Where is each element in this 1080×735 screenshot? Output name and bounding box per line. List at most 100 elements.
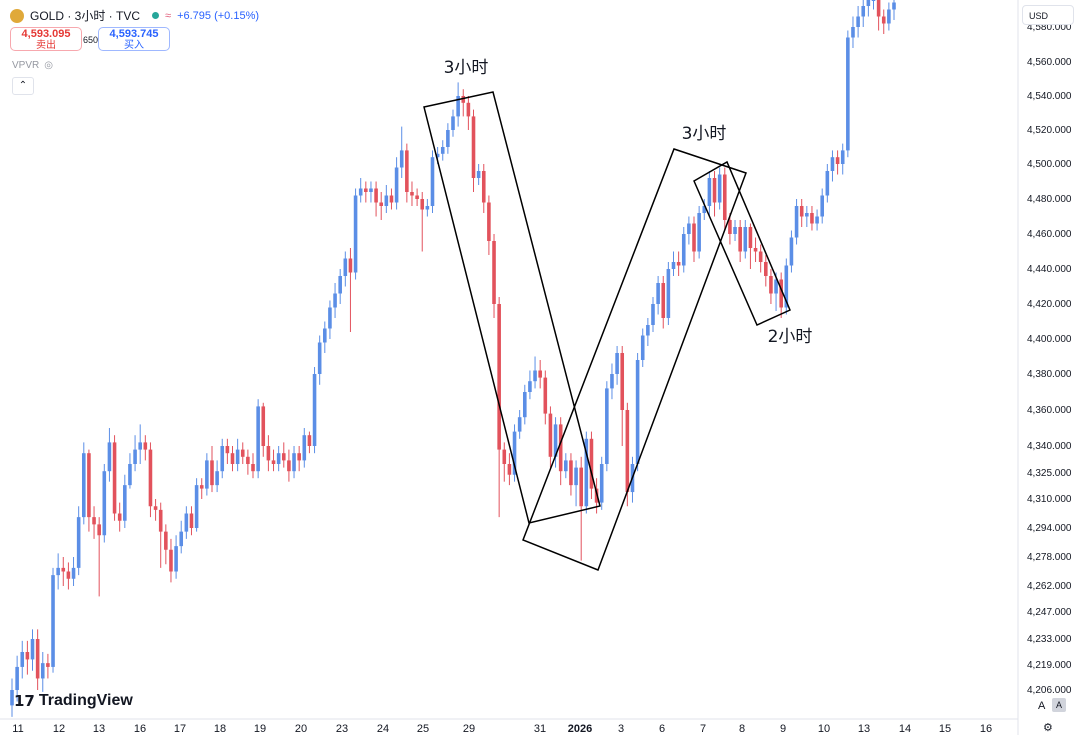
candle-body	[456, 96, 460, 117]
candle	[881, 9, 886, 34]
candle-body	[420, 199, 425, 210]
candle-body	[128, 464, 132, 486]
annotation-box[interactable]	[693, 160, 791, 326]
candle-body	[476, 171, 481, 178]
candle-body	[348, 258, 353, 273]
candle-body	[620, 353, 625, 410]
candle-body	[820, 195, 825, 217]
collapse-legend-button[interactable]: ⌃	[12, 77, 34, 95]
candle	[522, 384, 527, 425]
candle	[138, 424, 142, 464]
candle-body	[153, 506, 158, 510]
candle	[235, 438, 240, 472]
candle-body	[184, 513, 189, 532]
candle-body	[712, 178, 717, 203]
candle	[738, 220, 742, 262]
candle-body	[728, 220, 732, 234]
candle-body	[312, 374, 317, 446]
sell-button[interactable]: 4,593.095 卖出	[10, 27, 82, 51]
candle-body	[266, 446, 271, 461]
candle	[164, 524, 168, 565]
price-axis[interactable]: 4,580.000 4,560.000 4,540.000 4,520.000 4,50…	[1017, 0, 1080, 735]
candle	[769, 269, 773, 304]
candle	[40, 652, 45, 692]
price-tick-label: 4,325.000	[1027, 468, 1072, 479]
time-tick-label: 13	[93, 723, 105, 735]
candle	[646, 318, 650, 346]
symbol-title[interactable]: GOLD · 3小时 · TVC	[30, 9, 141, 23]
candle	[681, 227, 686, 273]
gear-icon[interactable]: ⚙	[1043, 722, 1053, 734]
candle	[589, 431, 594, 499]
annotation-box[interactable]	[423, 91, 601, 524]
candle	[779, 272, 783, 318]
candle-body	[738, 227, 742, 252]
candle	[374, 181, 378, 217]
candle-body	[81, 453, 86, 518]
candle	[405, 143, 409, 203]
candle	[733, 220, 737, 241]
candle	[758, 244, 763, 273]
candle-body	[158, 509, 163, 532]
auto-scale-button[interactable]: A	[1038, 700, 1046, 712]
eye-off-icon[interactable]: ◎	[44, 60, 53, 71]
candle	[205, 453, 209, 496]
candle-body	[97, 524, 101, 536]
candle-body	[471, 116, 476, 178]
buy-button[interactable]: 4,593.745 买入	[98, 27, 170, 51]
time-tick-label: 31	[534, 723, 546, 735]
candle-body	[276, 453, 281, 464]
candle-body	[625, 410, 630, 493]
candle	[794, 199, 799, 245]
candle-body	[369, 188, 373, 192]
candle	[389, 188, 394, 210]
candle	[225, 438, 230, 464]
candle-body	[676, 262, 681, 266]
indicator-legend[interactable]: VPVR ◎	[12, 60, 53, 71]
candle-body	[538, 370, 542, 378]
log-scale-button[interactable]: A	[1052, 698, 1066, 712]
tradingview-logo[interactable]: 𝟭𝟳 TradingView	[14, 692, 133, 710]
candle	[81, 442, 86, 525]
time-tick-label: 6	[659, 723, 665, 735]
candle-body	[256, 406, 260, 472]
candle	[661, 276, 666, 329]
candle	[353, 188, 358, 280]
candle-body	[692, 223, 696, 252]
candle	[384, 185, 389, 213]
candle	[189, 506, 194, 536]
candle	[815, 209, 819, 231]
candle-body	[764, 262, 768, 276]
candle	[133, 435, 137, 472]
time-axis[interactable]: 11 12 13 16 17 18 19 20 23 24 25 29 31 2026 3 6 7 8 9 10 13 1…	[0, 718, 1018, 735]
currency-selector[interactable]: USD	[1022, 5, 1074, 25]
candle-body	[687, 223, 691, 234]
sell-price: 4,593.095	[21, 28, 71, 40]
time-tick-label: 19	[254, 723, 266, 735]
candle	[199, 478, 204, 499]
candle-body	[846, 37, 850, 151]
candle	[492, 234, 496, 318]
candle	[825, 164, 830, 203]
annotation-box[interactable]	[522, 148, 747, 571]
candle	[312, 367, 317, 454]
candle-body	[123, 485, 127, 521]
candle	[574, 460, 578, 507]
candle	[748, 223, 753, 269]
candle	[605, 381, 609, 472]
candle-body	[117, 513, 122, 521]
candle	[615, 346, 619, 385]
candle	[666, 262, 671, 325]
candle	[625, 402, 630, 507]
market-open-icon	[152, 12, 160, 19]
candle	[292, 446, 296, 479]
candle	[364, 181, 368, 203]
candle	[743, 220, 748, 259]
time-tick-label: 8	[739, 723, 745, 735]
candle	[451, 109, 455, 137]
candle-body	[46, 663, 50, 667]
tradingview-mark-icon: 𝟭𝟳	[14, 693, 35, 710]
candle	[25, 640, 30, 675]
candlestick-series	[10, 0, 896, 717]
